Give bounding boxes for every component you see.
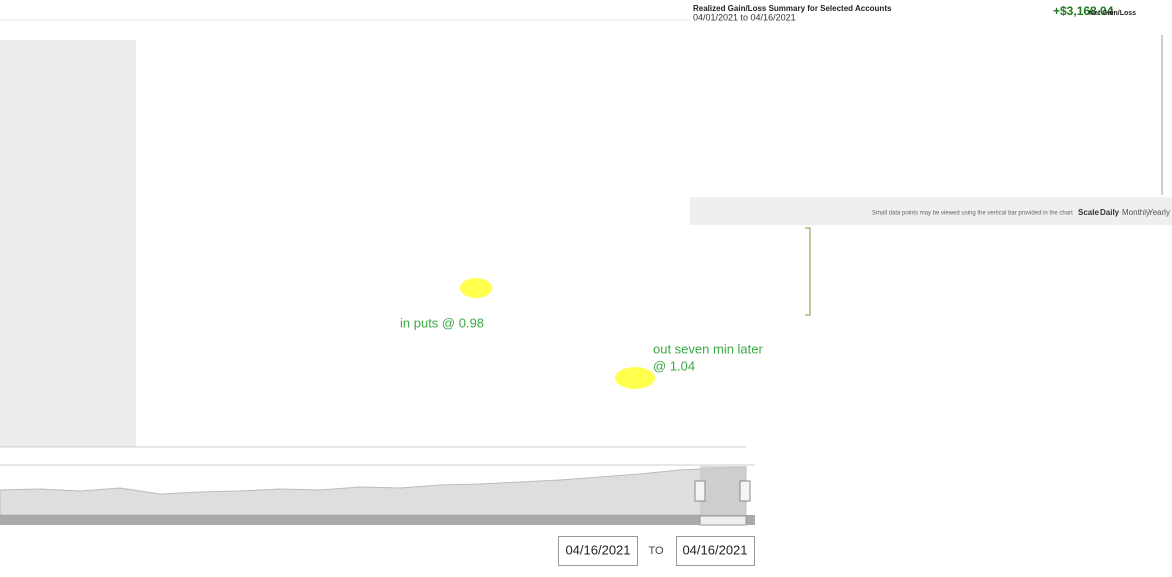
net-label: Net Gain/Loss: [1089, 10, 1136, 17]
handle[interactable]: [739, 480, 751, 502]
inset-note: Small data points may be viewed using th…: [872, 211, 1073, 217]
date-from: 04/16/2021: [565, 542, 630, 557]
handle[interactable]: [694, 480, 706, 502]
scale-option[interactable]: Daily: [1100, 208, 1120, 217]
premarket-shading: [0, 40, 136, 447]
scale-option[interactable]: Yearly: [1148, 208, 1170, 217]
inset-panel: [690, 0, 1172, 225]
date-input[interactable]: [558, 536, 638, 566]
annotation: @ 1.04: [653, 358, 695, 373]
navigator-scrollbar: [0, 515, 755, 525]
highlight: [460, 278, 492, 298]
date-to: 04/16/2021: [682, 542, 747, 557]
highlight: [615, 367, 655, 389]
date-separator: TO: [648, 545, 664, 557]
scale-option[interactable]: Monthly: [1122, 208, 1150, 217]
scale-label: Scale: [1078, 208, 1099, 217]
inset-title: Realized Gain/Loss Summary for Selected …: [693, 4, 892, 13]
inset-footer: [690, 197, 1172, 225]
bracket: [805, 227, 811, 316]
net-total: +$3,168.04: [1053, 4, 1114, 18]
navigator: [0, 464, 755, 526]
date-input[interactable]: [676, 536, 755, 566]
navigator-selection[interactable]: [700, 466, 746, 515]
inset-subtitle: 04/01/2021 to 04/16/2021: [693, 12, 796, 22]
annotation: in puts @ 0.98: [400, 315, 484, 330]
annotation: out seven min later: [653, 341, 764, 356]
navigator-area: [0, 466, 747, 516]
scroll-thumb[interactable]: [699, 515, 747, 526]
